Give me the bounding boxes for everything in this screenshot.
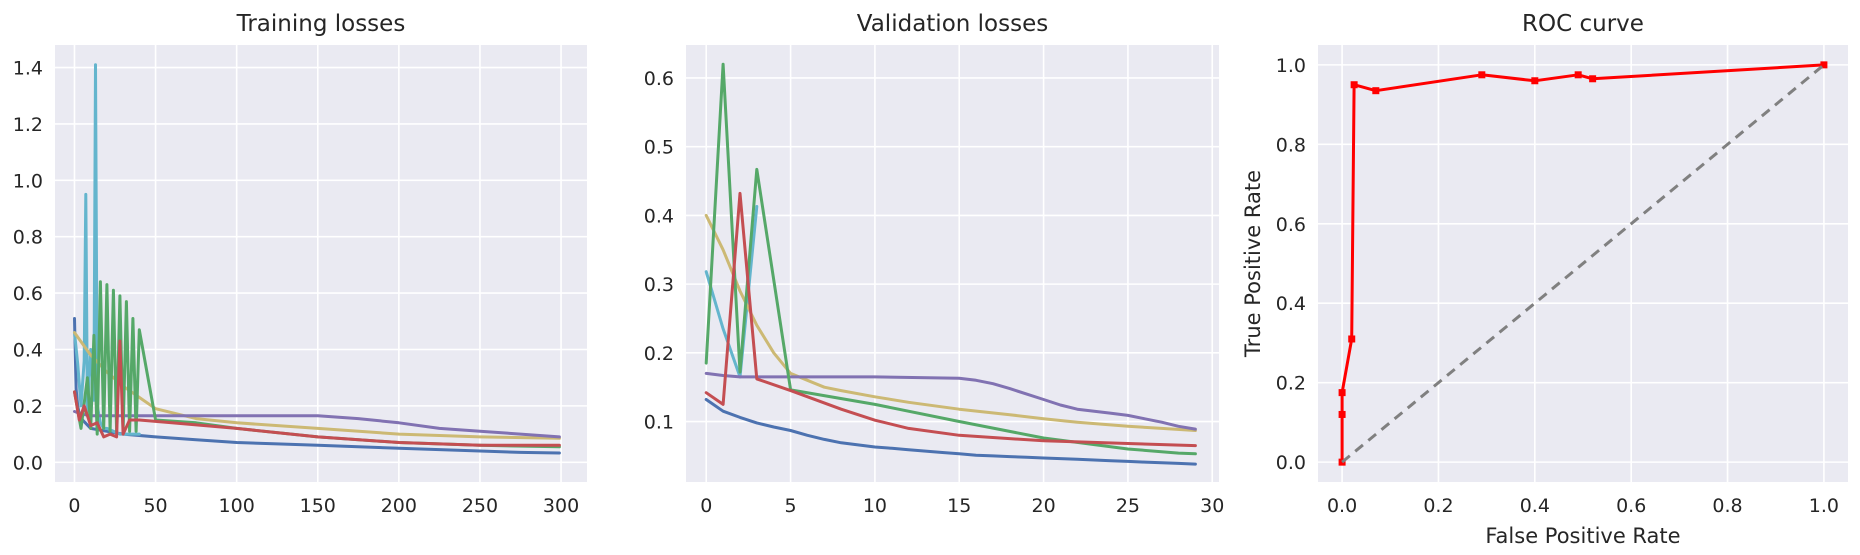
training-losses-xtick-label: 0 — [68, 495, 80, 517]
validation-losses-xtick-label: 5 — [785, 495, 797, 517]
validation-losses-series-line-3 — [704, 371, 1197, 431]
roc-curve-series-group — [1338, 61, 1828, 466]
roc-curve-point — [1338, 389, 1346, 397]
training-losses-ytick-label: 0.2 — [13, 396, 43, 418]
roc-curve-xlabel: False Positive Rate — [1485, 524, 1680, 548]
validation-losses-ytick-label: 0.4 — [644, 205, 674, 227]
validation-losses-xtick-label: 20 — [1031, 495, 1055, 517]
roc-curve-ytick-label: 0.0 — [1276, 452, 1306, 474]
roc-curve-point — [1820, 61, 1828, 69]
roc-curve-ytick-label: 0.4 — [1276, 293, 1306, 315]
validation-losses-series-line-2 — [704, 213, 1197, 432]
roc-curve-xtick-label: 0.8 — [1712, 495, 1742, 517]
validation-losses-ytick-label: 0.1 — [644, 412, 674, 434]
training-losses-xtick-label: 250 — [462, 495, 498, 517]
training-losses-ytick-label: 0.0 — [13, 452, 43, 474]
roc-curve-ytick-label: 0.8 — [1276, 134, 1306, 156]
validation-losses-ytick-label: 0.2 — [644, 343, 674, 365]
training-losses-panel: 0 50 100 150 200 250 300 0.0 0.2 0.4 0.6 0.8 1.0 1.2 1… — [13, 11, 587, 517]
roc-curve-point — [1348, 335, 1356, 343]
roc-curve-ytick-label: 0.2 — [1276, 373, 1306, 395]
validation-losses-ytick-label: 0.3 — [644, 274, 674, 296]
training-losses-ytick-label: 1.2 — [13, 114, 43, 136]
validation-losses-series-line-0 — [704, 398, 1197, 466]
validation-losses-panel: 0 5 10 15 20 25 30 0.1 0.2 0.3 0.4 0.5 0.6 Validation… — [644, 11, 1225, 517]
roc-curve-panel: 0.0 0.2 0.4 0.6 0.8 1.0 0.0 0.2 0.4 0.6 0.8 1.0 ROC … — [1241, 11, 1848, 548]
training-losses-series-line-2 — [73, 331, 561, 440]
training-losses-ytick-label: 1.0 — [13, 170, 43, 192]
training-losses-series-group — [73, 63, 561, 455]
validation-losses-ytick-label: 0.6 — [644, 68, 674, 90]
validation-losses-series-line-5 — [704, 191, 1197, 448]
training-losses-xtick-label: 100 — [219, 495, 255, 517]
training-losses-ytick-label: 1.4 — [13, 58, 43, 80]
training-losses-title: Training losses — [236, 11, 406, 37]
roc-curve-title: ROC curve — [1522, 11, 1644, 37]
roc-curve-series-line-1 — [1341, 63, 1825, 464]
training-losses-xtick-label: 200 — [381, 495, 417, 517]
roc-curve-ytick-label: 1.0 — [1276, 55, 1306, 77]
validation-losses-xtick-label: 25 — [1116, 495, 1140, 517]
roc-curve-ytick-label: 0.6 — [1276, 214, 1306, 236]
validation-losses-xtick-label: 10 — [863, 495, 887, 517]
roc-curve-point — [1478, 71, 1486, 79]
roc-curve-point — [1531, 77, 1539, 85]
training-losses-xtick-label: 50 — [143, 495, 167, 517]
roc-curve-xtick-label: 0.0 — [1327, 495, 1357, 517]
validation-losses-xtick-label: 0 — [700, 495, 712, 517]
roc-curve-xtick-label: 1.0 — [1809, 495, 1839, 517]
roc-curve-point — [1372, 87, 1380, 95]
validation-losses-title: Validation losses — [857, 11, 1048, 37]
validation-losses-xtick-label: 30 — [1200, 495, 1224, 517]
training-losses-xtick-label: 150 — [300, 495, 336, 517]
validation-losses-xtick-label: 15 — [947, 495, 971, 517]
validation-losses-ytick-label: 0.5 — [644, 137, 674, 159]
training-losses-series-line-5 — [73, 339, 561, 447]
roc-curve-point — [1338, 458, 1346, 466]
training-losses-series-line-1 — [73, 63, 141, 436]
roc-curve-point — [1574, 71, 1582, 79]
roc-curve-xtick-label: 0.4 — [1520, 495, 1550, 517]
roc-curve-xtick-label: 0.6 — [1616, 495, 1646, 517]
roc-curve-ylabel: True Positive Rate — [1241, 170, 1265, 358]
training-losses-ytick-label: 0.8 — [13, 227, 43, 249]
training-losses-xtick-label: 300 — [543, 495, 579, 517]
roc-curve-xtick-label: 0.2 — [1423, 495, 1453, 517]
roc-curve-point — [1350, 81, 1358, 89]
validation-losses-series-group — [704, 62, 1197, 466]
training-losses-ytick-label: 0.4 — [13, 339, 43, 361]
training-losses-ytick-label: 0.6 — [13, 283, 43, 305]
training-losses-plot-area — [55, 45, 587, 482]
roc-curve-point — [1589, 75, 1597, 83]
roc-curve-point — [1338, 410, 1346, 418]
